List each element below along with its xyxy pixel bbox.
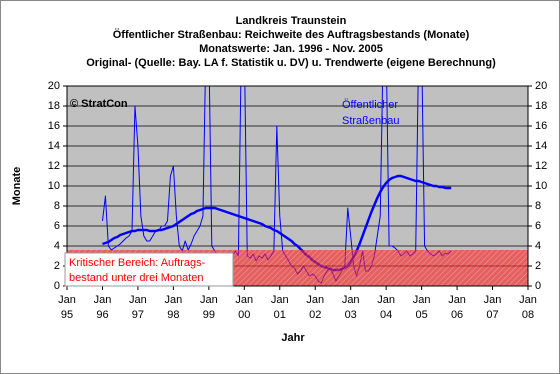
- chart-title: Monatswerte: Jan. 1996 - Nov. 2005: [199, 43, 383, 55]
- x-tick-label: Jan 98: [164, 294, 183, 321]
- series-label: Straßenbau: [342, 115, 399, 127]
- y-tick-label: 20: [48, 80, 60, 92]
- y-axis-title: Monate: [11, 167, 23, 206]
- x-tick-label: Jan 95: [58, 294, 76, 321]
- y-tick-label: 18: [48, 100, 60, 112]
- y-tick-label: 10: [48, 180, 60, 192]
- trend-line: [102, 174, 452, 272]
- x-tick-label: Jan 05: [412, 294, 431, 321]
- y2-tick-label: 4: [535, 240, 541, 252]
- x-tick-label: Jan 04: [377, 294, 396, 321]
- y2-tick-label: 10: [535, 180, 547, 192]
- y2-tick-label: 20: [535, 80, 547, 92]
- chart-title: Landkreis Traunstein: [236, 15, 347, 27]
- y-tick-label: 6: [54, 220, 60, 232]
- x-tick-label: Jan 96: [93, 294, 112, 321]
- y2-tick-label: 12: [535, 160, 547, 172]
- y2-tick-label: 6: [535, 220, 541, 232]
- y2-tick-label: 18: [535, 100, 547, 112]
- critical-box: [64, 252, 234, 287]
- x-axis-title: Jahr: [281, 332, 305, 344]
- plot-border: [66, 85, 529, 287]
- series-label: Öffentlicher: [342, 99, 398, 111]
- y-tick-label: 12: [48, 160, 60, 172]
- y-tick-label: 0: [54, 280, 60, 292]
- y-tick-label: 14: [48, 140, 60, 152]
- original-line: [101, 86, 452, 284]
- y2-tick-label: 8: [535, 200, 541, 212]
- y2-tick-label: 14: [535, 140, 547, 152]
- x-tick-label: Jan 08: [519, 294, 537, 321]
- copyright: © StratCon: [70, 98, 128, 110]
- x-tick-label: Jan 03: [341, 294, 360, 321]
- chart-title: Öffentlicher Straßenbau: Reichweite des …: [113, 28, 470, 41]
- x-tick-label: Jan 01: [270, 294, 289, 321]
- y2-tick-label: 16: [535, 120, 547, 132]
- x-tick-label: Jan 06: [448, 294, 466, 321]
- critical-text: Kritischer Bereich: Auftrags-: [69, 257, 206, 269]
- x-tick-label: Jan 00: [235, 294, 254, 321]
- y2-tick-label: 2: [535, 260, 541, 272]
- plot-lines: [101, 86, 452, 284]
- y-tick-label: 4: [54, 240, 60, 252]
- y-tick-label: 16: [48, 120, 60, 132]
- y-tick-label: 2: [54, 260, 60, 272]
- critical-text: bestand unter drei Monaten: [69, 272, 204, 284]
- y-tick-label: 8: [54, 200, 60, 212]
- x-tick-label: Jan 97: [129, 294, 147, 321]
- x-tick-label: Jan 99: [199, 294, 218, 321]
- x-tick-label: Jan 02: [306, 294, 325, 321]
- x-tick-label: Jan 07: [483, 294, 502, 321]
- y2-tick-label: 0: [535, 280, 541, 292]
- chart-title: Original- (Quelle: Bay. LA f. Statistik …: [86, 57, 496, 69]
